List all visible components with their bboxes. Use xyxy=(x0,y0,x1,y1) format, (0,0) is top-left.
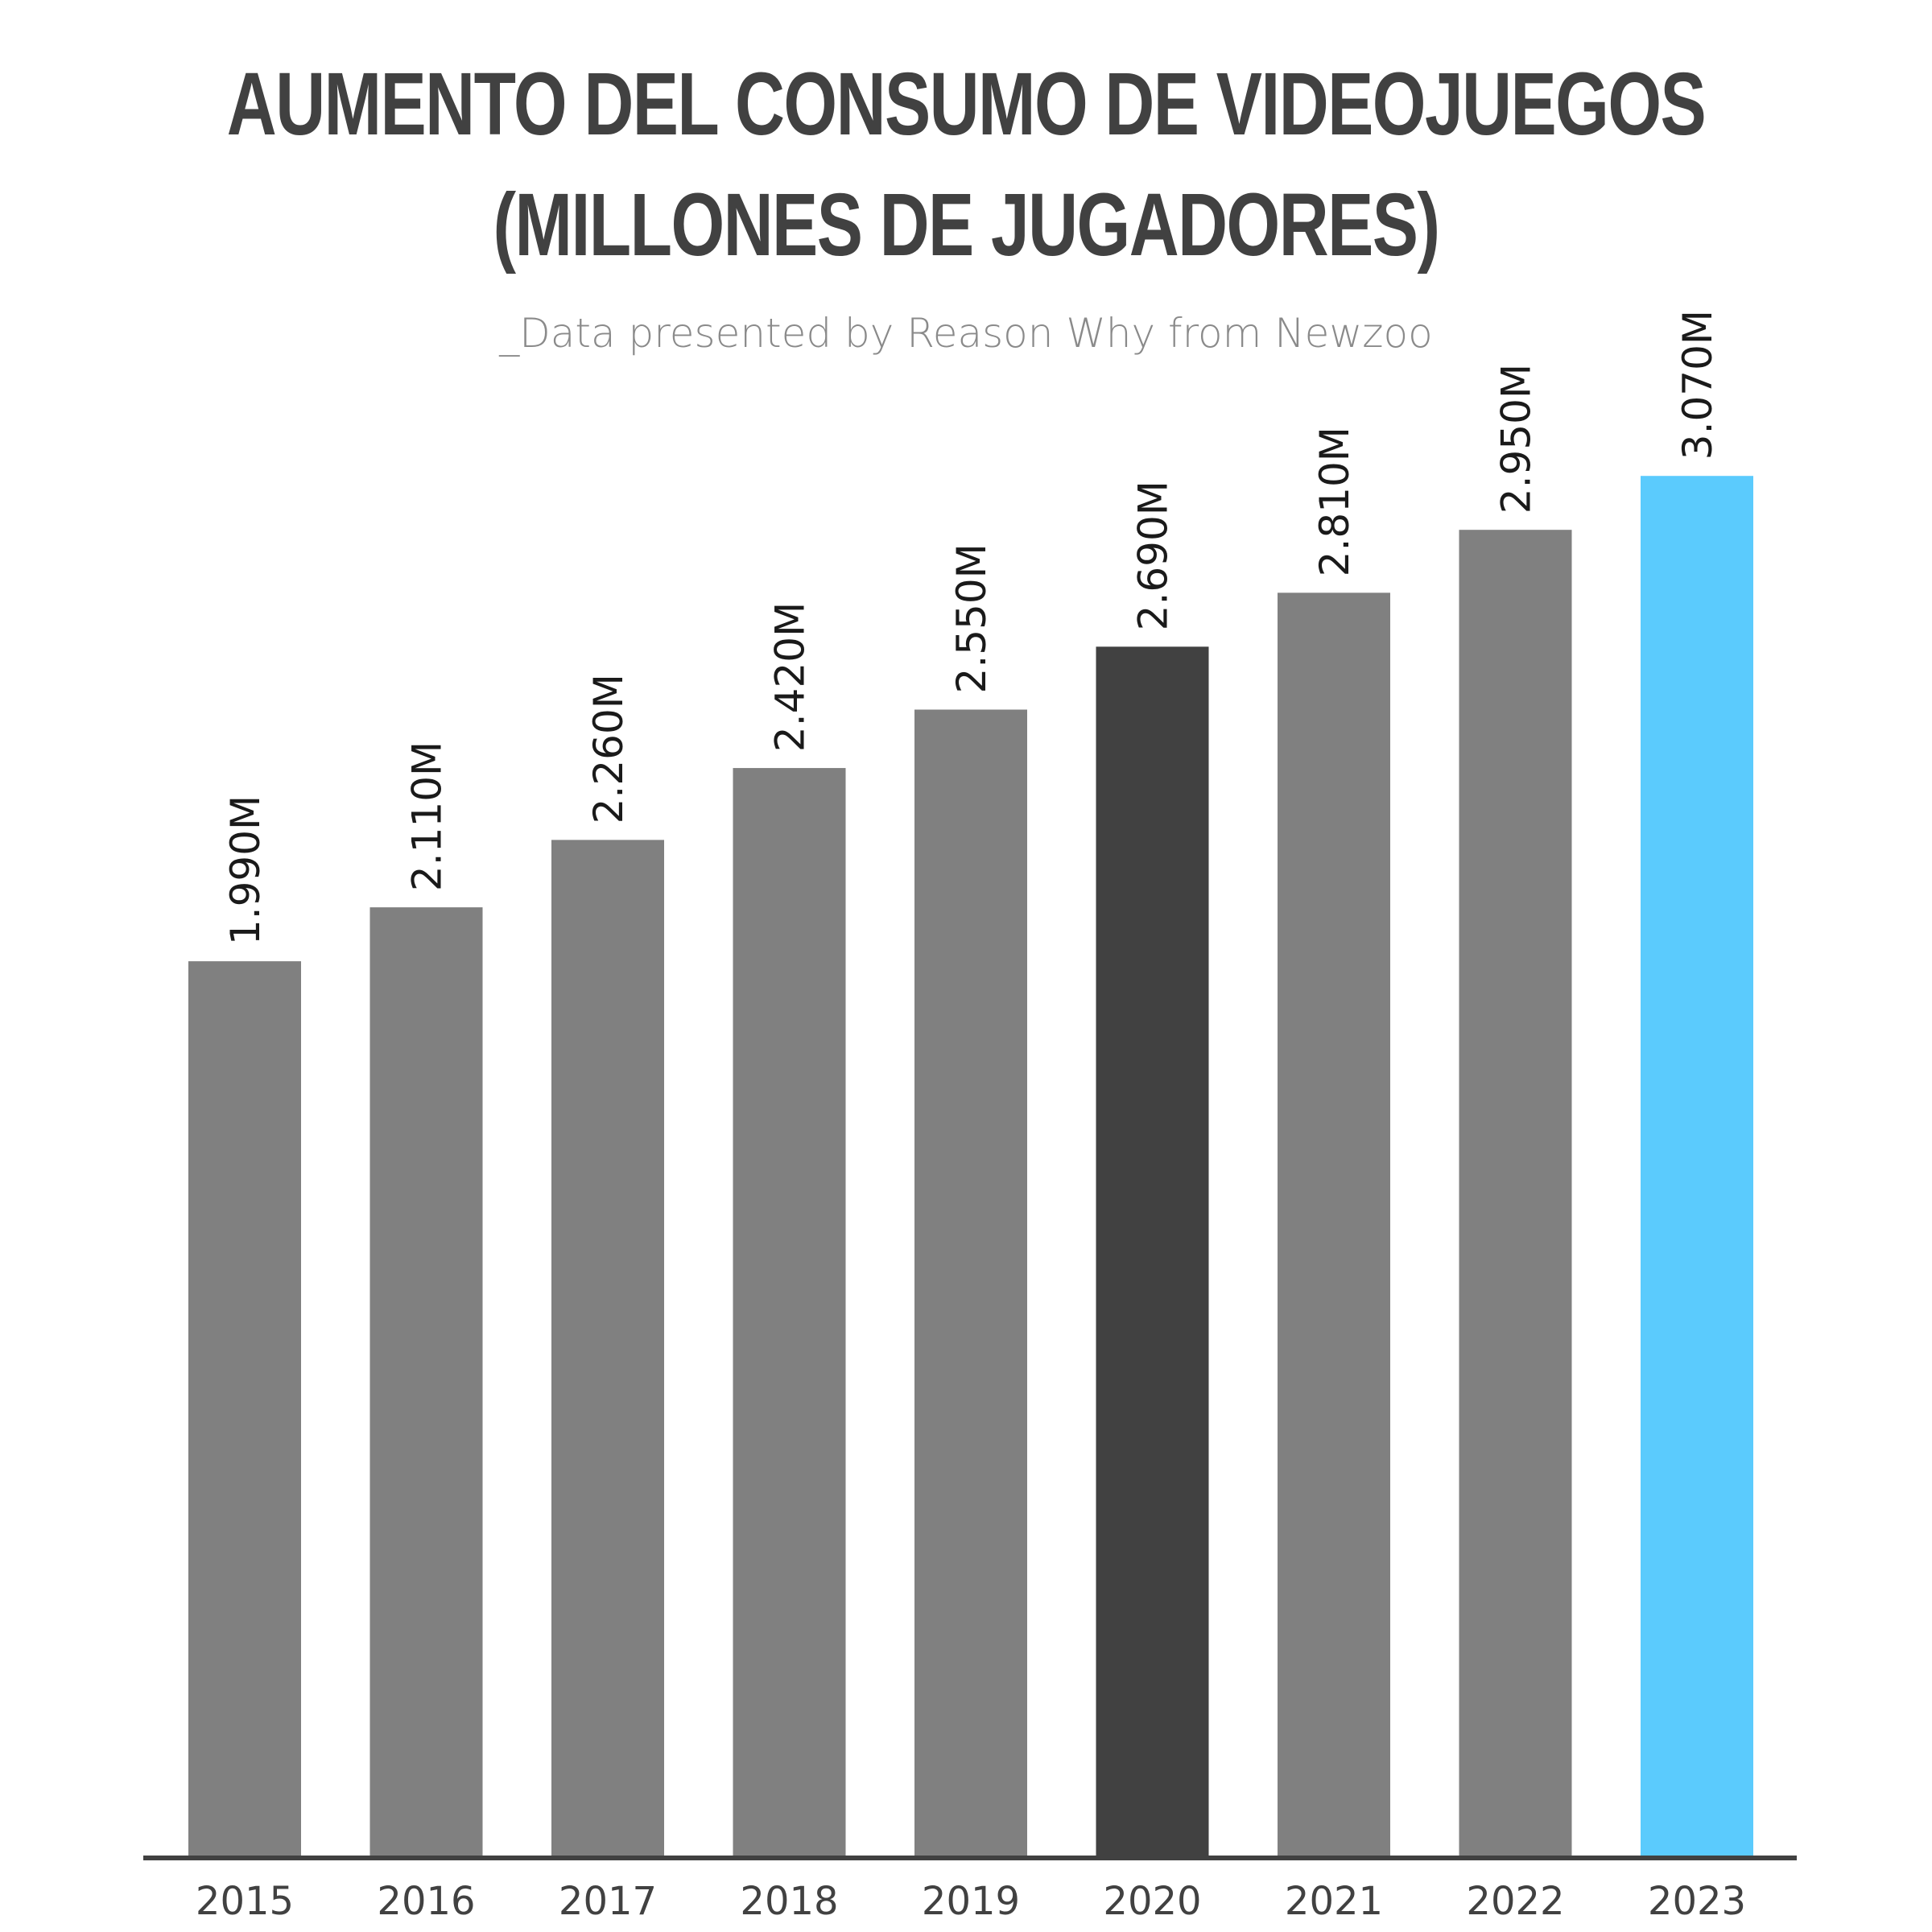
data-label-2016: 2.110M xyxy=(404,741,451,891)
x-tick-label-2020: 2020 xyxy=(1103,1879,1201,1924)
bar-2015 xyxy=(188,961,301,1856)
x-tick-label-2022: 2022 xyxy=(1466,1879,1564,1924)
bar-2016 xyxy=(369,907,483,1856)
data-label-2015: 1.990M xyxy=(222,795,269,945)
x-tick-label-2019: 2019 xyxy=(922,1879,1020,1924)
bar-2022 xyxy=(1459,530,1572,1856)
x-tick-label-2018: 2018 xyxy=(740,1879,838,1924)
chart-subtitle: _Data presented by Reason Why from Newzo… xyxy=(499,310,1433,357)
bar-2023 xyxy=(1641,476,1753,1856)
data-labels-group: 1.990M 2.110M 2.260M 2.420M 2.550M 2.690M 2.81… xyxy=(222,310,1721,945)
x-tick-label-2021: 2021 xyxy=(1285,1879,1383,1924)
data-label-2023: 3.070M xyxy=(1674,310,1721,460)
data-label-2020: 2.690M xyxy=(1130,481,1177,630)
bar-2019 xyxy=(914,709,1027,1856)
x-tick-label-2017: 2017 xyxy=(559,1879,657,1924)
bar-2017 xyxy=(551,840,664,1856)
bar-2018 xyxy=(733,768,846,1856)
chart-title-line-2: (MILLONES DE JUGADORES) xyxy=(493,175,1440,275)
x-tick-labels-group: 2015 2016 2017 2018 2019 2020 2021 2022 2023 xyxy=(196,1879,1746,1924)
x-tick-label-2016: 2016 xyxy=(377,1879,475,1924)
data-label-2019: 2.550M xyxy=(948,543,995,693)
data-label-2021: 2.810M xyxy=(1311,427,1358,576)
bar-2021 xyxy=(1278,592,1390,1856)
data-label-2022: 2.950M xyxy=(1493,364,1540,514)
x-tick-label-2023: 2023 xyxy=(1648,1879,1746,1924)
bars-group xyxy=(188,476,1753,1856)
data-label-2018: 2.420M xyxy=(767,602,814,752)
bar-2020 xyxy=(1096,646,1209,1856)
chart-title-line-1: AUMENTO DEL CONSUMO DE VIDEOJUEGOS xyxy=(226,55,1707,154)
data-label-2017: 2.260M xyxy=(585,674,632,824)
x-tick-label-2015: 2015 xyxy=(196,1879,294,1924)
